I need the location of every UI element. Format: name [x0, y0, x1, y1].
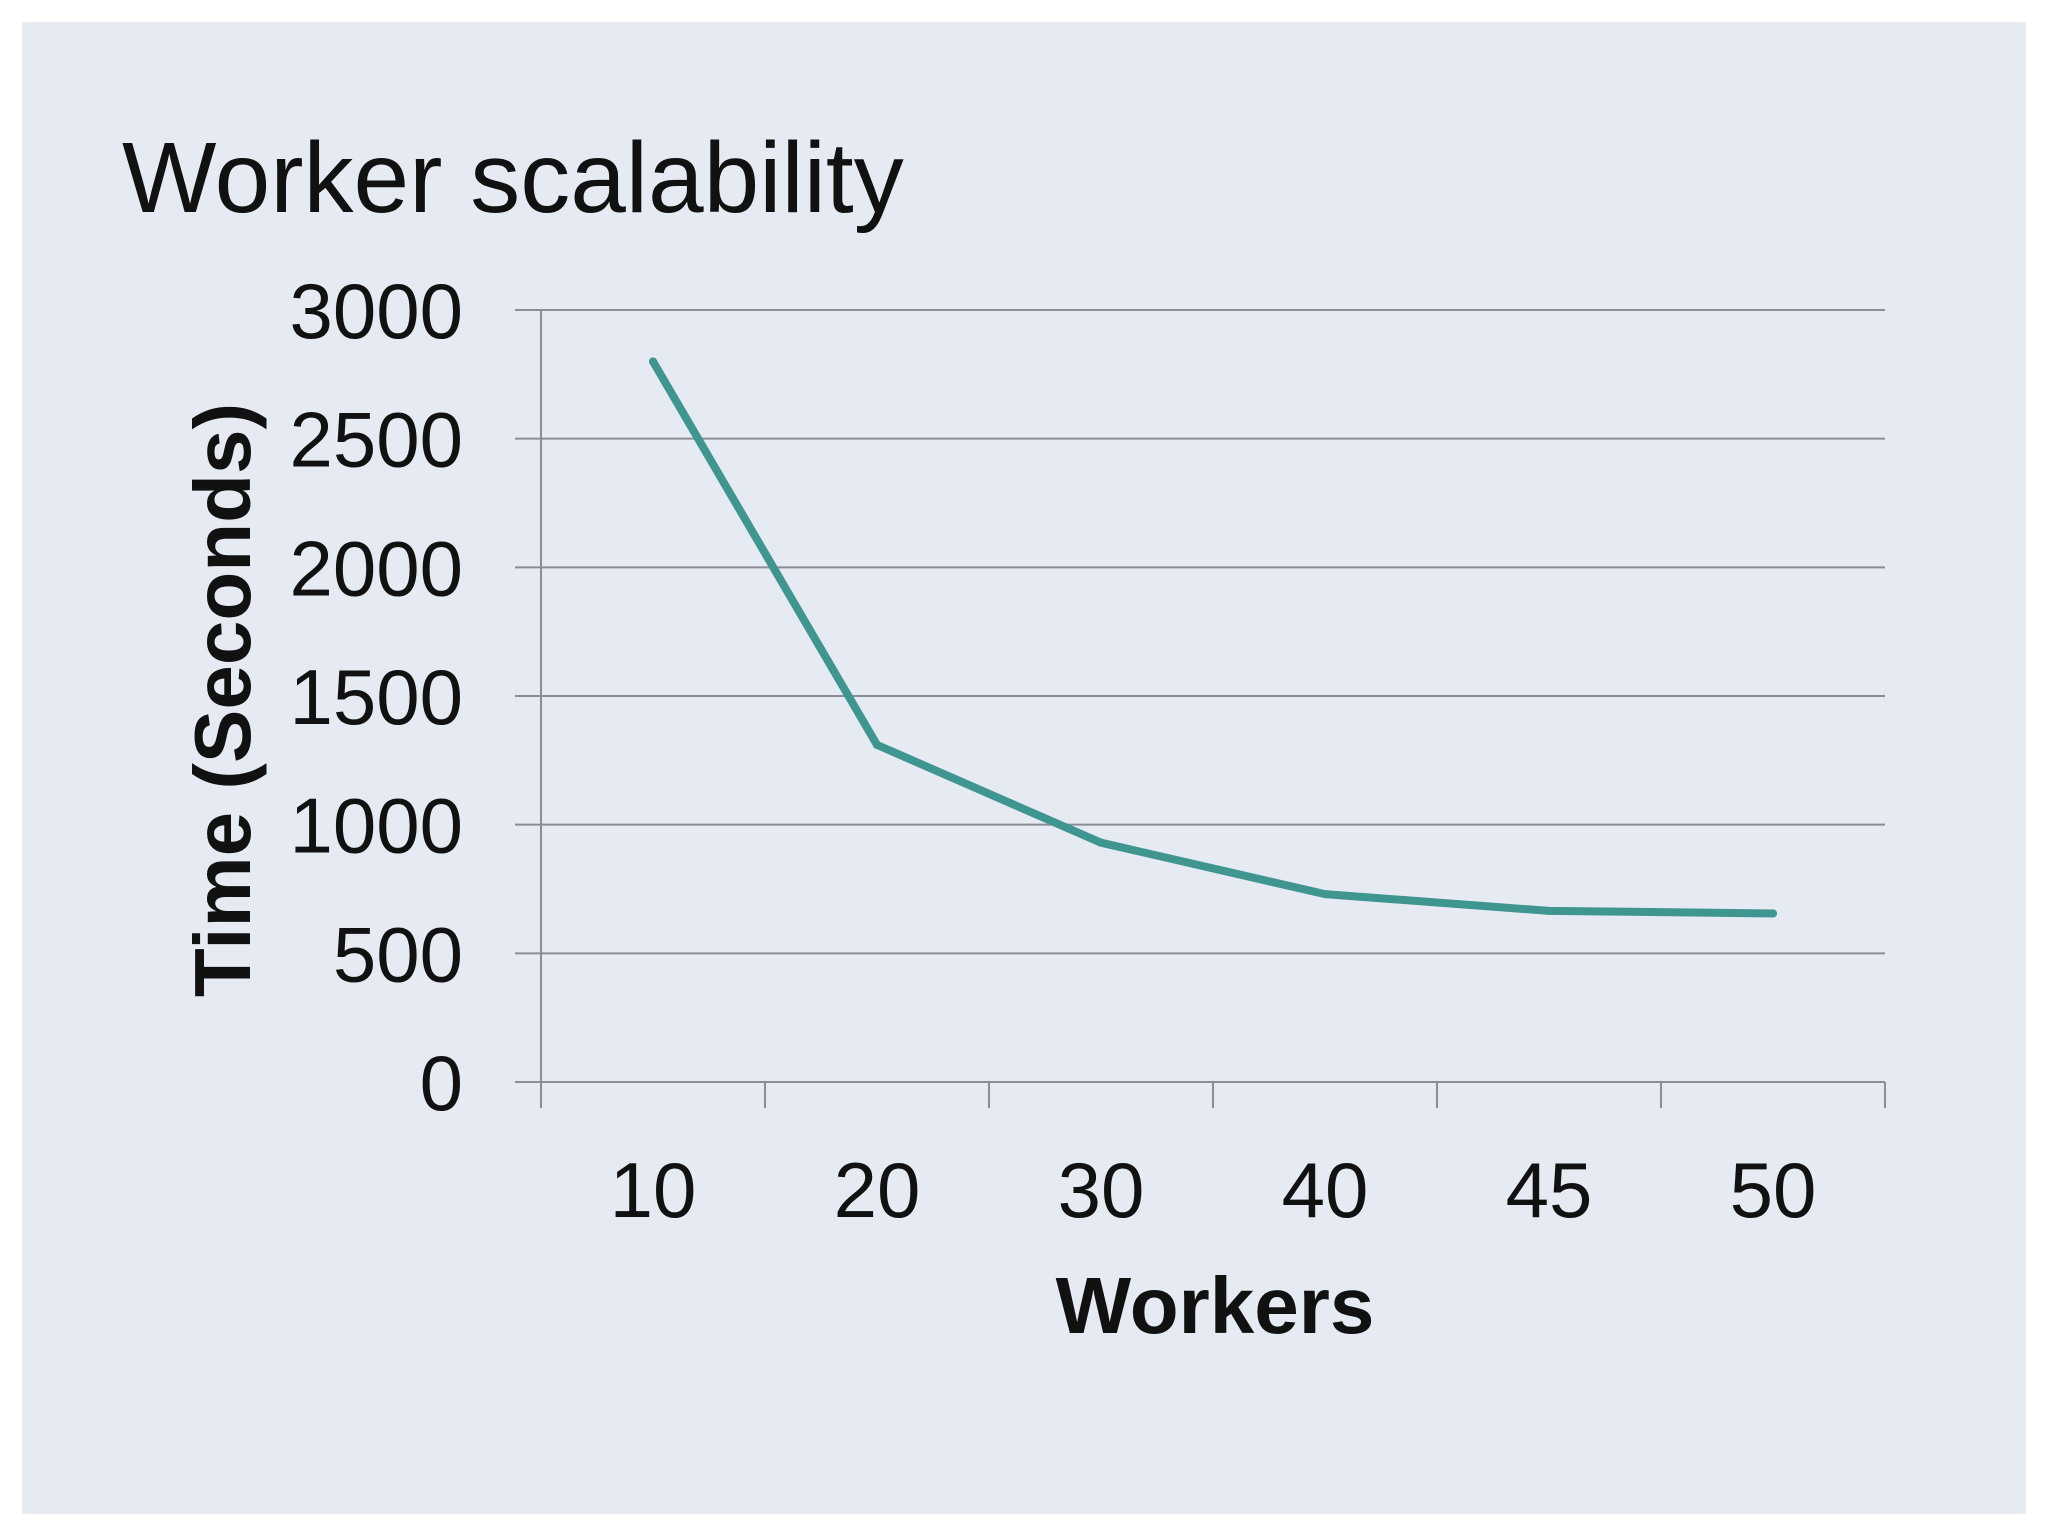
x-tick-label: 40 — [1282, 1146, 1369, 1234]
gridlines — [515, 309, 1885, 1083]
x-tick-label: 20 — [834, 1146, 921, 1234]
slide-background — [22, 22, 2026, 1514]
data-point — [873, 740, 881, 749]
x-tick-labels: 10 20 30 40 45 50 — [610, 1146, 1817, 1234]
series-layer — [649, 357, 1777, 918]
series-line — [649, 357, 1777, 918]
x-tick-label: 30 — [1058, 1146, 1145, 1234]
y-tick-label: 500 — [333, 910, 463, 998]
x-tick-label: 10 — [610, 1146, 697, 1234]
y-tick-label: 1000 — [289, 782, 463, 870]
axes — [540, 310, 1886, 1108]
data-point — [1769, 909, 1777, 918]
x-tick-label: 50 — [1730, 1146, 1817, 1234]
y-tick-label: 0 — [420, 1039, 463, 1127]
y-tick-labels: 0 500 1000 1500 2000 2500 3000 — [289, 267, 463, 1127]
data-point — [1097, 838, 1105, 847]
data-point — [649, 357, 657, 366]
y-tick-label: 2000 — [289, 524, 463, 612]
y-axis-title: Time (Seconds) — [178, 403, 267, 997]
y-tick-label: 2500 — [289, 396, 463, 484]
x-axis-title: Workers — [1056, 1261, 1375, 1350]
y-tick-label: 3000 — [289, 267, 463, 355]
data-point — [1545, 906, 1553, 915]
x-tick-label: 45 — [1506, 1146, 1593, 1234]
chart-title: Worker scalability — [122, 122, 904, 234]
y-tick-label: 1500 — [289, 653, 463, 741]
data-point — [1321, 890, 1329, 899]
